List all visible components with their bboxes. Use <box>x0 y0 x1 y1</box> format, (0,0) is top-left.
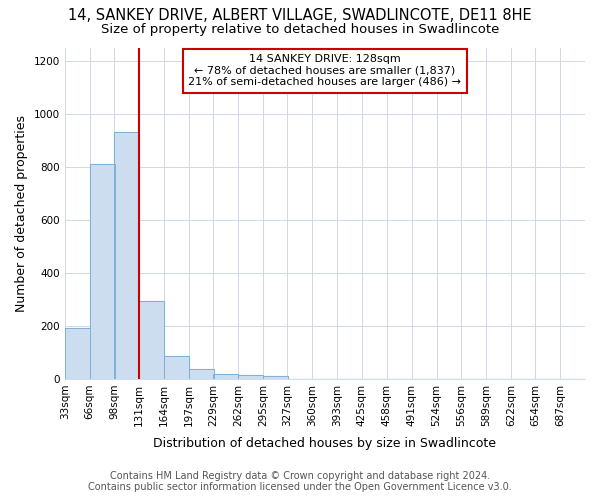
Text: Size of property relative to detached houses in Swadlincote: Size of property relative to detached ho… <box>101 22 499 36</box>
Y-axis label: Number of detached properties: Number of detached properties <box>15 114 28 312</box>
Text: 14, SANKEY DRIVE, ALBERT VILLAGE, SWADLINCOTE, DE11 8HE: 14, SANKEY DRIVE, ALBERT VILLAGE, SWADLI… <box>68 8 532 22</box>
Text: Contains HM Land Registry data © Crown copyright and database right 2024.
Contai: Contains HM Land Registry data © Crown c… <box>88 471 512 492</box>
Text: 14 SANKEY DRIVE: 128sqm
← 78% of detached houses are smaller (1,837)
21% of semi: 14 SANKEY DRIVE: 128sqm ← 78% of detache… <box>188 54 461 88</box>
X-axis label: Distribution of detached houses by size in Swadlincote: Distribution of detached houses by size … <box>154 437 496 450</box>
